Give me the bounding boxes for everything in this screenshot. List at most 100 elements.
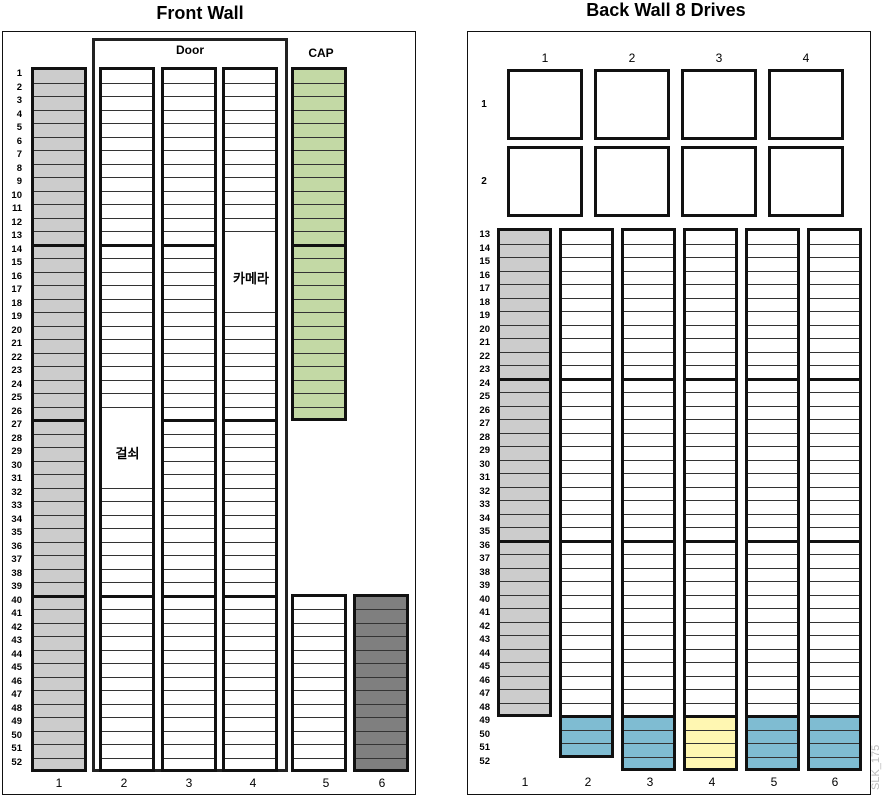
slot <box>225 435 275 448</box>
slot <box>102 178 152 192</box>
slot <box>294 70 344 84</box>
slot <box>225 97 275 111</box>
slot <box>562 380 611 393</box>
column-label: 3 <box>185 776 193 790</box>
lock-label: 걸쇠 <box>115 446 140 461</box>
slot <box>294 394 344 408</box>
slot <box>102 489 152 502</box>
row-label: 34 <box>11 513 22 525</box>
slot <box>164 354 214 367</box>
slot-column <box>291 593 347 772</box>
slot <box>562 326 611 339</box>
slot <box>562 569 611 582</box>
slot <box>500 663 549 677</box>
slot <box>562 636 611 650</box>
slot <box>686 650 735 663</box>
row-label: 51 <box>479 742 490 753</box>
slot <box>34 502 84 516</box>
slot <box>624 353 673 366</box>
slot <box>810 690 859 704</box>
slot <box>294 124 344 138</box>
slot <box>686 299 735 312</box>
slot <box>810 636 859 650</box>
slot <box>34 340 84 354</box>
slot <box>810 447 859 461</box>
slot <box>102 529 152 543</box>
slot <box>34 516 84 529</box>
slot <box>748 245 797 258</box>
opening <box>102 419 152 484</box>
slot <box>748 636 797 650</box>
row-label: 11 <box>11 203 22 214</box>
slot <box>624 758 673 769</box>
slot <box>102 718 152 732</box>
slot <box>562 623 611 636</box>
row-label: 24 <box>11 378 22 390</box>
row-label: 46 <box>479 674 490 686</box>
slot-column <box>222 67 278 772</box>
drive-bay <box>681 146 757 217</box>
camera-label: 카메라 <box>233 271 269 286</box>
slot <box>624 650 673 663</box>
slot <box>356 597 406 610</box>
slot <box>225 570 275 583</box>
slot <box>810 285 859 299</box>
slot <box>810 582 859 596</box>
section-divider <box>225 419 275 422</box>
slot <box>225 205 275 219</box>
slot <box>164 475 214 489</box>
slot <box>624 231 673 245</box>
slot <box>294 664 344 678</box>
slot <box>164 97 214 111</box>
slot <box>686 420 735 434</box>
slot <box>810 474 859 488</box>
slot <box>102 516 152 529</box>
slot <box>34 570 84 583</box>
slot <box>810 663 859 677</box>
slot <box>810 555 859 569</box>
slot <box>500 434 549 447</box>
slot <box>562 407 611 420</box>
slot <box>294 192 344 205</box>
slot-column <box>559 228 614 758</box>
slot <box>34 205 84 219</box>
slot <box>686 339 735 353</box>
slot <box>810 231 859 245</box>
slot <box>225 421 275 435</box>
slot <box>810 339 859 353</box>
slot <box>34 327 84 340</box>
slot <box>164 570 214 583</box>
slot <box>294 165 344 178</box>
slot <box>294 381 344 394</box>
colored-slots <box>686 717 735 768</box>
slot <box>686 758 735 769</box>
slot <box>748 744 797 758</box>
slot-column <box>683 228 738 771</box>
slot <box>225 475 275 489</box>
row-label: 5 <box>16 122 22 133</box>
slot <box>164 205 214 219</box>
slot <box>748 272 797 285</box>
row-label: 7 <box>16 149 22 160</box>
section-divider <box>34 594 84 598</box>
section-divider <box>34 243 84 247</box>
drive-column-label: 2 <box>628 51 636 65</box>
slot <box>34 718 84 732</box>
slot <box>294 705 344 718</box>
slot <box>102 219 152 232</box>
slot <box>686 488 735 501</box>
slot <box>686 447 735 461</box>
slot <box>34 543 84 556</box>
slot <box>225 489 275 502</box>
slot <box>500 501 549 515</box>
slot <box>686 326 735 339</box>
row-label: 31 <box>479 472 490 483</box>
slot <box>225 732 275 745</box>
section-divider <box>562 715 611 718</box>
row-label: 20 <box>11 324 22 336</box>
slot <box>624 542 673 555</box>
row-label: 35 <box>479 526 490 537</box>
row-label: 40 <box>11 594 22 606</box>
slot <box>748 758 797 769</box>
row-label: 21 <box>11 338 22 349</box>
